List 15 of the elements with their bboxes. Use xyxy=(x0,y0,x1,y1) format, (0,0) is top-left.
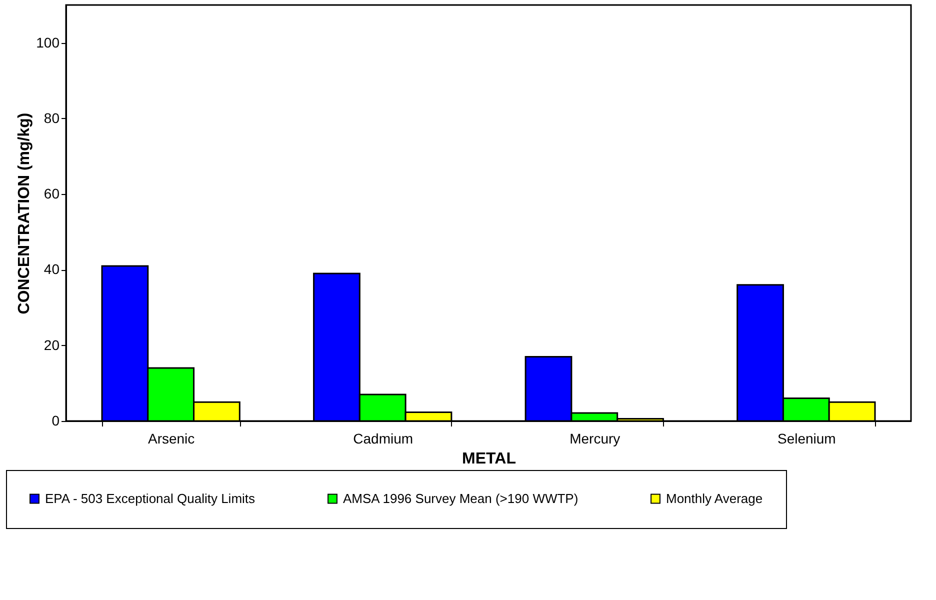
y-tick-label: 40 xyxy=(44,261,60,278)
y-tick-label: 100 xyxy=(36,34,60,50)
legend-label: AMSA 1996 Survey Mean (>190 WWTP) xyxy=(343,490,578,506)
x-tick-label: Mercury xyxy=(570,430,620,446)
y-tick-label: 80 xyxy=(44,110,60,126)
x-tick-label: Selenium xyxy=(777,430,836,446)
y-axis-title: CONCENTRATION (mg/kg) xyxy=(16,112,34,314)
x-tick-label: Arsenic xyxy=(148,430,195,446)
legend-label: Monthly Average xyxy=(666,490,763,506)
x-axis-title: METAL xyxy=(462,450,516,468)
legend-label: EPA - 503 Exceptional Quality Limits xyxy=(45,490,256,506)
y-tick-label: 0 xyxy=(52,412,60,428)
y-tick-label: 20 xyxy=(44,336,60,353)
y-tick-label: 60 xyxy=(44,186,60,202)
x-tick-label: Cadmium xyxy=(353,430,414,446)
